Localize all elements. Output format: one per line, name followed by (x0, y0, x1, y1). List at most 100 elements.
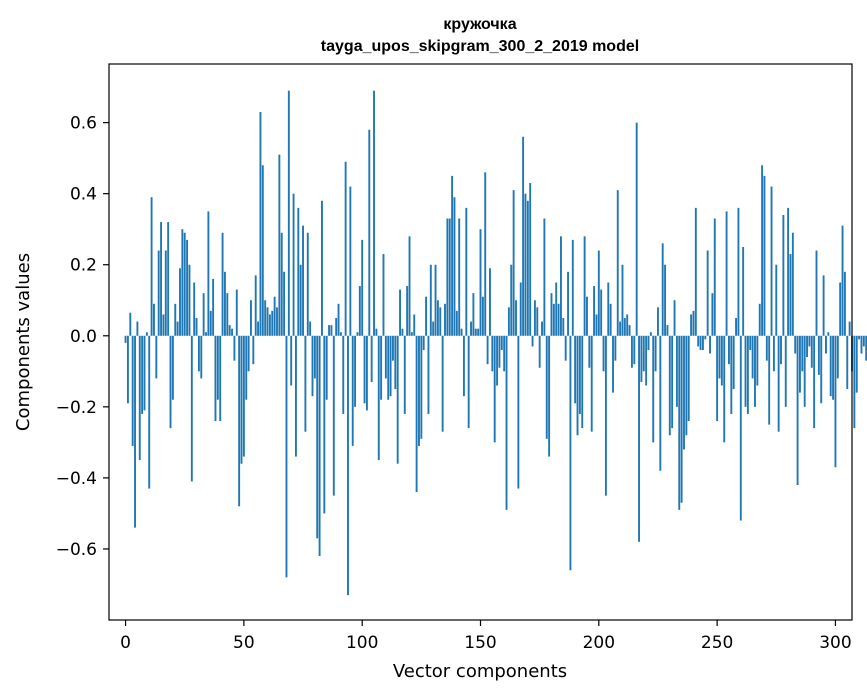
bar (671, 335, 674, 429)
bar (751, 335, 754, 379)
bar (254, 275, 257, 336)
bar (576, 335, 579, 436)
y-tick-label: 0.4 (70, 185, 97, 205)
bar (216, 335, 219, 400)
y-tick-label: 0.2 (70, 256, 97, 276)
bar (621, 264, 624, 336)
bar (436, 300, 439, 336)
bar (141, 335, 144, 414)
bar (865, 335, 867, 361)
x-tick-label: 300 (819, 633, 851, 653)
bar (384, 335, 387, 379)
bar (382, 254, 385, 336)
bar (548, 335, 551, 457)
bar (789, 254, 792, 336)
bar (193, 282, 196, 336)
bar (145, 332, 148, 336)
bar (687, 335, 690, 422)
bar (496, 335, 499, 386)
bar (148, 335, 151, 489)
bar (827, 332, 830, 336)
bar (522, 136, 525, 336)
bar (221, 232, 224, 336)
bar (630, 335, 633, 368)
bar (169, 335, 172, 429)
bar (765, 335, 768, 361)
bar (209, 310, 212, 336)
bar (321, 200, 323, 336)
bar (351, 335, 354, 446)
bar (609, 303, 612, 336)
bar (709, 335, 711, 354)
bar (247, 335, 250, 372)
bar (347, 335, 349, 596)
bar (250, 300, 252, 336)
bar (235, 289, 238, 336)
bar (131, 335, 134, 446)
bar (706, 250, 709, 336)
bar (138, 335, 141, 461)
bar (675, 335, 678, 407)
bar (723, 335, 726, 443)
bar (754, 335, 756, 407)
bar (408, 236, 411, 336)
bar (526, 200, 529, 336)
bar (796, 335, 799, 485)
bar (647, 335, 650, 350)
bar (261, 165, 264, 336)
bar (846, 335, 849, 390)
bar (853, 335, 856, 429)
bar (699, 335, 702, 350)
bar (134, 335, 136, 528)
bar (595, 314, 598, 336)
bar (685, 335, 688, 436)
bar (181, 229, 184, 336)
bar (167, 222, 170, 336)
bar (316, 335, 319, 539)
bar (467, 335, 470, 429)
bar (427, 335, 430, 414)
bar (214, 335, 217, 422)
bar (839, 282, 842, 336)
bar (403, 335, 406, 414)
bar (505, 335, 508, 510)
bar (749, 335, 752, 350)
bar (661, 243, 664, 336)
bar (683, 335, 685, 450)
bar (612, 335, 614, 393)
bar (375, 328, 378, 336)
x-tick-label: 200 (583, 633, 615, 653)
bar (746, 335, 749, 414)
bar (318, 335, 321, 557)
bar (280, 232, 283, 336)
bar (451, 175, 454, 336)
bar (197, 335, 200, 372)
bar (389, 335, 392, 397)
bar (531, 335, 534, 347)
bar (368, 129, 371, 336)
bar (477, 328, 480, 336)
bar (337, 303, 340, 336)
bar (739, 335, 742, 521)
bar (207, 211, 210, 336)
bar (339, 332, 342, 336)
bar (782, 214, 785, 336)
bar (564, 335, 567, 361)
bar (538, 335, 541, 368)
bar (507, 307, 510, 336)
bar (817, 335, 820, 375)
bar (294, 335, 297, 457)
bar (363, 335, 366, 404)
bar (820, 335, 823, 404)
bar (195, 318, 198, 336)
bar (860, 335, 863, 354)
bar (581, 335, 584, 429)
bar (533, 300, 536, 336)
bar (652, 335, 655, 443)
bar (470, 321, 472, 336)
bar (597, 250, 600, 336)
bar (732, 335, 735, 390)
bar (529, 183, 532, 336)
x-tick-label: 50 (233, 633, 255, 653)
